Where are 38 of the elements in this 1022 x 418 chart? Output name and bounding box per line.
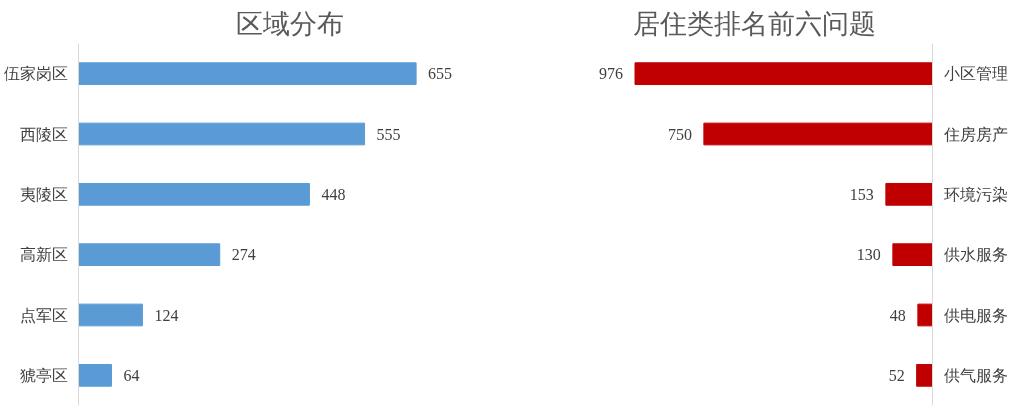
y-tick-label: 西陵区 bbox=[19, 124, 68, 144]
data-label: 153 bbox=[849, 185, 874, 203]
y-tick-label: 点军区 bbox=[19, 305, 68, 325]
chart-title: 区域分布 bbox=[235, 7, 344, 39]
data-label: 555 bbox=[376, 125, 401, 143]
bar bbox=[885, 182, 933, 206]
y-tick-label: 供电服务 bbox=[943, 305, 1008, 325]
bar bbox=[634, 62, 933, 86]
bar bbox=[916, 363, 933, 387]
data-label: 750 bbox=[667, 125, 692, 143]
data-label: 48 bbox=[889, 306, 906, 324]
y-tick-label: 供水服务 bbox=[943, 245, 1008, 265]
bar bbox=[78, 363, 112, 387]
data-label: 274 bbox=[231, 246, 256, 264]
y-tick-label: 伍家岗区 bbox=[3, 64, 68, 84]
bar bbox=[917, 303, 933, 327]
data-label: 64 bbox=[123, 366, 140, 384]
y-tick-label: 小区管理 bbox=[943, 64, 1008, 84]
y-tick-label: 夷陵区 bbox=[19, 184, 68, 204]
bar bbox=[703, 122, 933, 146]
y-tick-label: 高新区 bbox=[19, 245, 68, 265]
bar bbox=[78, 182, 310, 206]
bar bbox=[892, 243, 933, 267]
bar bbox=[78, 122, 366, 146]
bar bbox=[78, 243, 221, 267]
data-label: 52 bbox=[888, 366, 905, 384]
data-label: 130 bbox=[856, 246, 881, 264]
bar bbox=[78, 303, 143, 327]
data-label: 448 bbox=[321, 185, 346, 203]
data-label: 124 bbox=[154, 306, 179, 324]
y-tick-label: 住房房产 bbox=[942, 124, 1008, 144]
y-tick-label: 供气服务 bbox=[943, 365, 1008, 385]
bar bbox=[78, 62, 417, 86]
data-label: 655 bbox=[428, 65, 453, 83]
chart-title: 居住类排名前六问题 bbox=[632, 7, 876, 39]
data-label: 976 bbox=[599, 65, 623, 83]
y-tick-label: 环境污染 bbox=[943, 184, 1008, 204]
y-tick-label: 猇亭区 bbox=[19, 365, 68, 385]
